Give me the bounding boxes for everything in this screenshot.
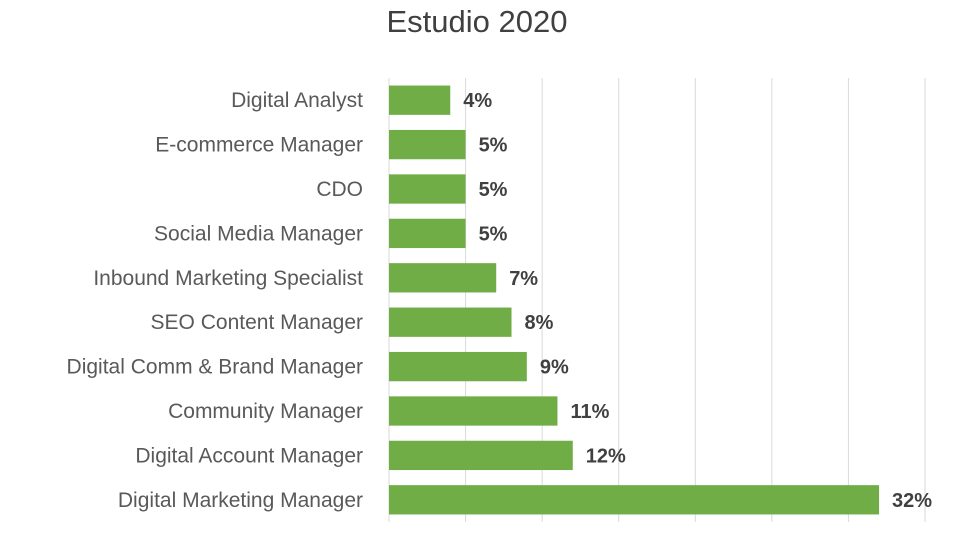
- category-label: Digital Account Manager: [135, 444, 363, 467]
- value-label: 5%: [479, 223, 508, 245]
- category-labels: Digital Analyst E-commerce Manager CDO Soci…: [67, 89, 364, 512]
- bar: [389, 263, 497, 293]
- category-label: Digital Comm & Brand Manager: [67, 356, 363, 379]
- bar: [389, 85, 451, 115]
- bar: [389, 218, 466, 249]
- bar: [389, 485, 880, 515]
- category-label: Digital Analyst: [231, 89, 363, 112]
- value-label: 32%: [892, 490, 932, 512]
- bar: [389, 129, 466, 160]
- value-label: 9%: [540, 357, 569, 379]
- bar: [389, 351, 527, 382]
- value-label: 7%: [509, 268, 538, 290]
- category-label: CDO: [316, 178, 363, 201]
- bar: [389, 396, 558, 426]
- value-label: 11%: [570, 401, 609, 423]
- category-label: SEO Content Manager: [151, 311, 363, 334]
- category-label: Social Media Manager: [154, 222, 363, 245]
- bar: [389, 307, 512, 337]
- value-label: 4%: [463, 90, 492, 112]
- value-label: 12%: [586, 445, 626, 467]
- value-labels: 4% 5% 5% 5% 7% 8% 9%11% 12% 32%: [463, 90, 932, 512]
- value-label: 5%: [479, 179, 508, 201]
- value-label: 5%: [479, 135, 508, 157]
- category-label: Inbound Marketing Specialist: [93, 267, 363, 290]
- bar: [389, 174, 466, 204]
- bar: [389, 440, 573, 471]
- category-label: Digital Marketing Manager: [118, 489, 363, 512]
- value-label: 8%: [525, 312, 554, 334]
- category-label: E-commerce Manager: [155, 134, 363, 157]
- chart-title: Estudio 2020: [386, 4, 568, 39]
- category-label: Community Manager: [168, 400, 363, 423]
- bars: [389, 85, 880, 515]
